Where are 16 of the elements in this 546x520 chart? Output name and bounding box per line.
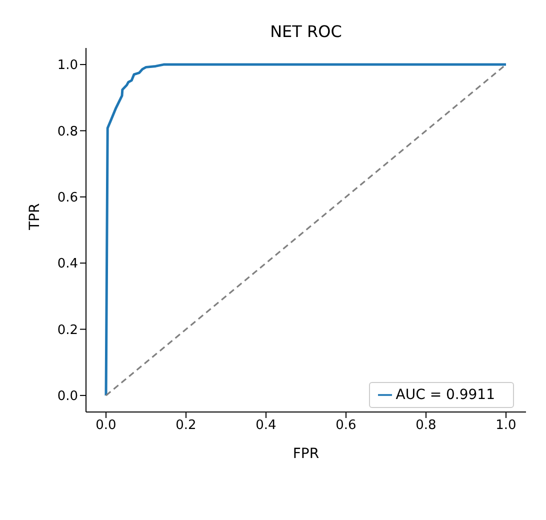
x-tick-label: 0.4	[256, 418, 276, 434]
y-tick-label: 0.4	[57, 256, 78, 272]
x-tick-label: 1.0	[496, 418, 516, 434]
x-tick-label: 0.2	[176, 418, 196, 434]
y-tick-label: 0.6	[57, 190, 78, 206]
x-tick-label: 0.8	[416, 418, 436, 434]
y-tick-label: 0.2	[57, 322, 78, 338]
y-tick-label: 0.8	[57, 124, 78, 140]
y-axis-title: TPR	[26, 203, 43, 231]
y-tick-label: 0.0	[57, 389, 78, 404]
x-tick-label: 0.0	[96, 418, 116, 434]
x-axis-title: FPR	[292, 446, 320, 462]
chart-title: NET ROC	[269, 22, 343, 41]
y-tick-label: 1.0	[57, 58, 78, 74]
x-tick-label: 0.6	[336, 418, 356, 434]
legend-label: AUC = 0.9911	[396, 387, 495, 403]
